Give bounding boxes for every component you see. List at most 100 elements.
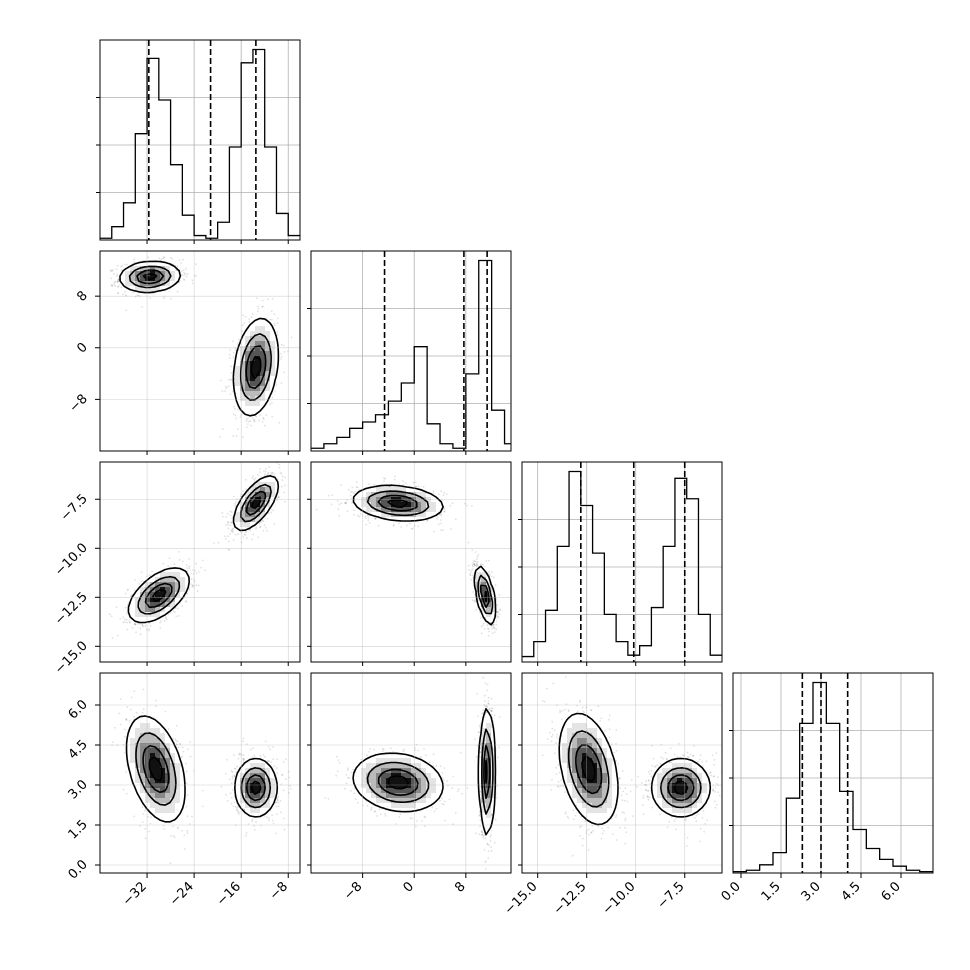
x-tick-label: 1.5 — [759, 879, 784, 904]
scatter-point — [151, 570, 154, 573]
histogram-bin — [324, 444, 337, 451]
density-cell — [125, 271, 131, 277]
histogram-bin — [505, 444, 511, 451]
density-cell — [145, 607, 151, 613]
scatter-point — [165, 616, 167, 618]
scatter-point — [217, 541, 220, 544]
density-cell — [255, 326, 261, 332]
scatter-point — [337, 508, 340, 511]
density-cell — [240, 401, 246, 407]
scatter-point — [113, 283, 116, 285]
scatter-point — [188, 565, 191, 568]
scatter-point — [174, 248, 176, 250]
histogram-step-line — [522, 470, 722, 658]
scatter-point — [250, 424, 252, 427]
density-cell — [155, 266, 161, 272]
contour-line — [144, 490, 267, 609]
histogram-bin — [276, 213, 288, 240]
scatter-point — [266, 472, 269, 475]
histogram-bin — [893, 866, 906, 873]
density-cell — [240, 396, 246, 402]
histogram-bin — [773, 853, 786, 873]
density-cell — [255, 487, 261, 493]
histogram-bin — [557, 546, 569, 662]
density-cell — [155, 592, 161, 598]
histogram-bin — [135, 134, 147, 240]
density-cell — [245, 406, 251, 412]
density-cell — [180, 587, 186, 593]
density-cell — [250, 507, 256, 513]
density-cell — [140, 612, 146, 618]
density-cell — [255, 336, 261, 342]
scatter-point — [245, 426, 248, 429]
scatter-point — [133, 258, 136, 260]
density-cell — [140, 587, 146, 593]
histogram-step-line — [100, 48, 300, 239]
histogram-bin — [581, 506, 593, 662]
scatter-point — [184, 272, 187, 275]
scatter-point — [181, 270, 183, 272]
density-cell — [265, 346, 271, 352]
scatter-point — [237, 428, 239, 430]
scatter-point — [148, 622, 151, 625]
density-cell — [130, 602, 136, 608]
scatter-point — [192, 569, 194, 571]
density-cell — [270, 331, 276, 337]
scatter-point — [139, 633, 142, 636]
scatter-point — [432, 492, 435, 494]
scatter-point — [257, 536, 260, 538]
scatter-point — [188, 567, 191, 570]
scatter-point — [254, 477, 257, 480]
histogram-bin — [427, 424, 440, 451]
scatter-point — [230, 530, 233, 533]
scatter-point — [276, 499, 278, 501]
scatter-point — [234, 347, 237, 349]
scatter-point — [227, 378, 230, 381]
scatter-point — [228, 357, 231, 360]
scatter-point — [280, 485, 283, 488]
scatter-point — [245, 478, 247, 481]
scatter-point — [160, 258, 163, 261]
density-cell — [235, 356, 241, 362]
scatter-point — [236, 343, 239, 346]
density-cell — [155, 582, 161, 588]
scatter-point — [345, 502, 347, 505]
scatter-point — [119, 618, 122, 620]
scatter-point — [283, 371, 286, 374]
density-cell — [265, 507, 271, 513]
scatter-point — [365, 523, 368, 526]
density-cell — [175, 276, 181, 282]
density-cell — [245, 351, 251, 357]
y-tick-label: −15.0 — [52, 639, 91, 678]
scatter-point — [221, 515, 224, 518]
scatter-point — [315, 508, 318, 511]
density-cell — [175, 587, 181, 593]
scatter-point — [383, 480, 385, 482]
histogram-bin — [853, 829, 866, 873]
scatter-point — [256, 297, 258, 300]
scatter-point — [141, 306, 144, 308]
scatter-point — [237, 533, 239, 536]
density-cell — [180, 577, 186, 583]
density-cell — [245, 492, 251, 498]
scatter-point — [125, 294, 127, 296]
panel-frame — [99, 461, 301, 663]
scatter-point — [159, 621, 161, 624]
scatter-point — [168, 557, 171, 559]
scatter-point — [230, 372, 233, 374]
scatter-point — [257, 307, 260, 310]
density-cell — [265, 502, 271, 508]
density-cell — [130, 271, 136, 277]
contour-line — [119, 260, 280, 417]
density-cell — [160, 572, 166, 578]
scatter-point — [248, 320, 251, 323]
scatter-point — [186, 273, 189, 275]
scatter-point — [432, 490, 435, 492]
scatter-point — [234, 414, 237, 417]
scatter-point — [109, 269, 112, 271]
density-cell — [250, 341, 256, 347]
scatter-point — [282, 344, 285, 347]
scatter-point — [135, 631, 137, 634]
density-cell — [260, 477, 266, 483]
density-cell — [240, 336, 246, 342]
